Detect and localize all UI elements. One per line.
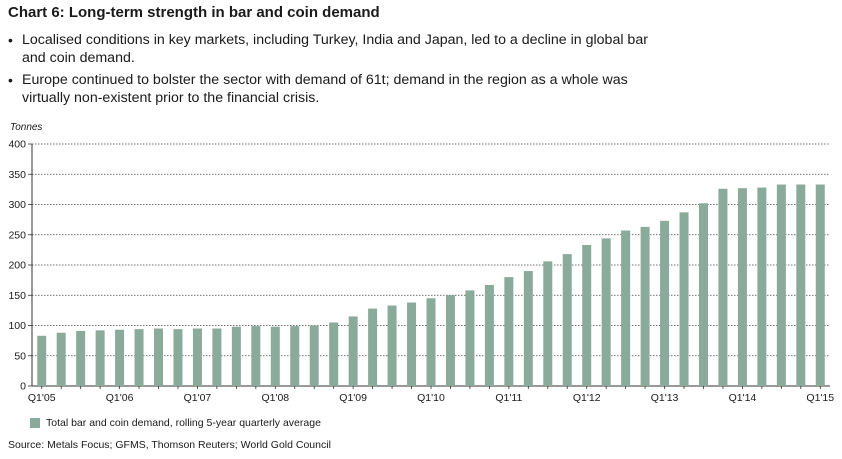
bullet-dot-icon: • [8, 72, 13, 88]
y-tick-label: 100 [8, 320, 26, 332]
bar [173, 329, 183, 386]
bar [407, 302, 417, 386]
bar [348, 316, 358, 386]
chart-title: Chart 6: Long-term strength in bar and c… [8, 4, 380, 21]
legend: Total bar and coin demand, rolling 5-yea… [30, 417, 321, 429]
y-tick-label: 150 [8, 290, 26, 302]
bar [504, 277, 514, 386]
x-tick-label: Q1'07 [184, 392, 212, 404]
bar [718, 188, 728, 386]
x-tick-label: Q1'06 [106, 392, 134, 404]
bar [154, 328, 164, 386]
x-tick-label: Q1'08 [261, 392, 289, 404]
legend-label: Total bar and coin demand, rolling 5-yea… [46, 417, 321, 429]
y-tick-label: 400 [8, 139, 26, 151]
y-tick-label: 350 [8, 169, 26, 181]
bar [134, 329, 144, 386]
bullet-text: Europe continued to bolster the sector w… [22, 72, 628, 106]
bar [56, 332, 66, 386]
bar [368, 308, 378, 386]
y-axis-label: Tonnes [10, 122, 42, 133]
bar [309, 325, 319, 386]
bullet-list: • Localised conditions in key markets, i… [8, 31, 648, 111]
bar [445, 295, 455, 386]
bars [37, 184, 825, 386]
bar [465, 290, 475, 386]
bar [796, 184, 806, 386]
bar [387, 305, 397, 386]
x-tick-label: Q1'15 [806, 392, 834, 404]
y-axis-ticks: 0 50 100 150 200 250 300 350 400 [8, 139, 32, 393]
bar [76, 330, 86, 386]
bar [484, 284, 494, 386]
bar [37, 335, 47, 386]
y-tick-label: 300 [8, 199, 26, 211]
bar [776, 184, 786, 386]
bar [231, 326, 241, 386]
bar [698, 203, 708, 386]
bar [640, 226, 650, 386]
bar [679, 212, 689, 386]
bar [212, 328, 222, 386]
x-tick-label: Q1'10 [417, 392, 445, 404]
bar [621, 230, 631, 386]
bullet-dot-icon: • [8, 32, 13, 48]
x-axis-ticks: Q1'05 Q1'06 Q1'07 Q1'08 Q1'09 Q1'10 Q1'11 Q1'12… [28, 386, 834, 404]
bar [95, 330, 105, 386]
bar [601, 238, 611, 386]
x-tick-label: Q1'14 [729, 392, 757, 404]
bullet-item: • Europe continued to bolster the sector… [8, 71, 648, 107]
bullet-text: Localised conditions in key markets, inc… [22, 32, 648, 66]
y-tick-label: 200 [8, 260, 26, 272]
y-tick-label: 50 [14, 350, 26, 362]
bar [562, 254, 572, 386]
y-tick-label: 0 [20, 381, 26, 393]
bar [251, 326, 261, 386]
bar [543, 261, 553, 386]
bar [115, 329, 125, 386]
bar [290, 326, 300, 386]
y-tick-label: 250 [8, 229, 26, 241]
bar [270, 326, 280, 386]
x-tick-label: Q1'05 [28, 392, 56, 404]
bar [737, 188, 747, 386]
bar [660, 220, 670, 386]
bar [815, 184, 825, 386]
bar [426, 298, 436, 386]
bullet-item: • Localised conditions in key markets, i… [8, 31, 648, 67]
x-tick-label: Q1'09 [339, 392, 367, 404]
bar [523, 271, 533, 386]
source-note: Source: Metals Focus; GFMS, Thomson Reut… [8, 439, 331, 451]
bar [582, 245, 592, 386]
bar [192, 328, 202, 386]
bar [329, 322, 339, 386]
x-tick-label: Q1'11 [495, 392, 522, 404]
legend-swatch [30, 418, 40, 428]
x-tick-label: Q1'13 [651, 392, 679, 404]
x-tick-label: Q1'12 [573, 392, 601, 404]
bar [757, 187, 767, 386]
